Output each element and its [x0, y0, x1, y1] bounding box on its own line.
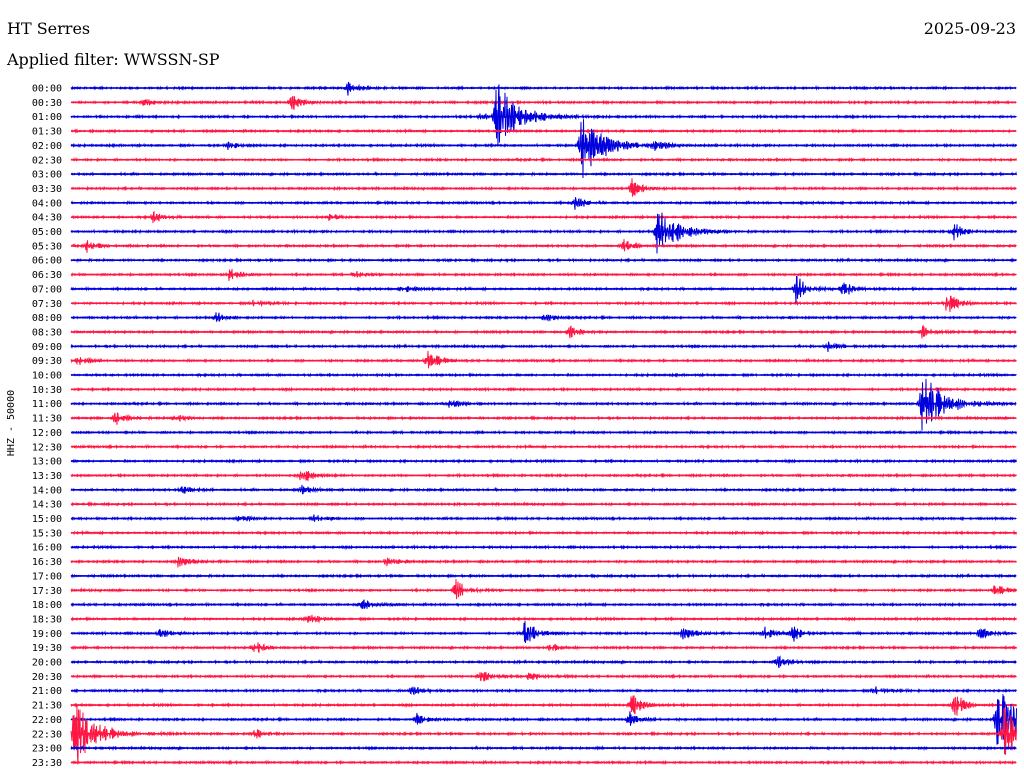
row-time-label: 04:30: [32, 213, 62, 224]
row-time-label: 13:30: [32, 471, 62, 482]
trace-line: [70, 378, 1017, 431]
row-time-label: 19:30: [32, 643, 62, 654]
row-time-label: 00:00: [32, 84, 62, 95]
trace-line: [70, 295, 1017, 313]
row-time-label: 17:00: [32, 571, 62, 582]
row-time-label: 09:30: [32, 356, 62, 367]
row-time-label: 12:30: [32, 442, 62, 453]
channel-axis-label: HHZ - 50000: [6, 390, 17, 456]
row-time-label: 01:00: [32, 112, 62, 123]
row-time-label: 01:30: [32, 127, 62, 138]
row-time-label: 10:30: [32, 385, 62, 396]
row-time-label: 03:00: [32, 170, 62, 181]
trace-line: [70, 350, 1017, 369]
row-time-label: 08:30: [32, 327, 62, 338]
date-label: 2025-09-23: [923, 19, 1016, 38]
row-time-label: 20:30: [32, 672, 62, 683]
trace-line: [70, 119, 1017, 179]
row-time-label: 05:30: [32, 241, 62, 252]
row-time-label: 19:00: [32, 629, 62, 640]
row-time-label: 16:00: [32, 543, 62, 554]
row-time-label: 02:30: [32, 155, 62, 166]
row-time-label: 05:00: [32, 227, 62, 238]
row-time-label: 11:00: [32, 399, 62, 410]
row-time-label: 17:30: [32, 586, 62, 597]
row-time-label: 10:00: [32, 371, 62, 382]
trace-line: [70, 84, 1017, 146]
row-time-label: 18:00: [32, 600, 62, 611]
row-time-label: 08:00: [32, 313, 62, 324]
row-time-label: 22:00: [32, 715, 62, 726]
row-time-label: 13:00: [32, 457, 62, 468]
trace-line: [70, 275, 1017, 305]
trace-rows: 00:00 00:30 01:00 01:30 02:00 02:30 03:00 03:30…: [32, 81, 1017, 769]
trace-line: [70, 579, 1017, 600]
row-time-label: 18:30: [32, 614, 62, 625]
row-time-label: 16:30: [32, 557, 62, 568]
trace-line: [70, 705, 1017, 765]
row-time-label: 15:00: [32, 514, 62, 525]
row-time-label: 20:00: [32, 658, 62, 669]
row-time-label: 22:30: [32, 729, 62, 740]
row-time-label: 12:00: [32, 428, 62, 439]
row-time-label: 06:00: [32, 256, 62, 267]
station-title: HT Serres: [7, 19, 91, 38]
trace-line: [70, 178, 1017, 197]
row-time-label: 14:00: [32, 485, 62, 496]
row-time-label: 03:30: [32, 184, 62, 195]
row-time-label: 06:30: [32, 270, 62, 281]
row-time-label: 11:30: [32, 414, 62, 425]
row-time-label: 09:00: [32, 342, 62, 353]
row-time-label: 15:30: [32, 528, 62, 539]
row-time-label: 23:00: [32, 744, 62, 755]
row-time-label: 21:30: [32, 701, 62, 712]
filter-label: Applied filter: WWSSN-SP: [7, 50, 220, 69]
row-time-label: 07:00: [32, 284, 62, 295]
row-time-label: 07:30: [32, 299, 62, 310]
row-time-label: 00:30: [32, 98, 62, 109]
row-time-label: 14:30: [32, 500, 62, 511]
trace-line: [70, 621, 1017, 644]
row-time-label: 02:00: [32, 141, 62, 152]
row-time-label: 21:00: [32, 686, 62, 697]
row-time-label: 04:00: [32, 198, 62, 209]
trace-line: [70, 212, 1017, 254]
row-time-label: 23:30: [32, 758, 62, 769]
